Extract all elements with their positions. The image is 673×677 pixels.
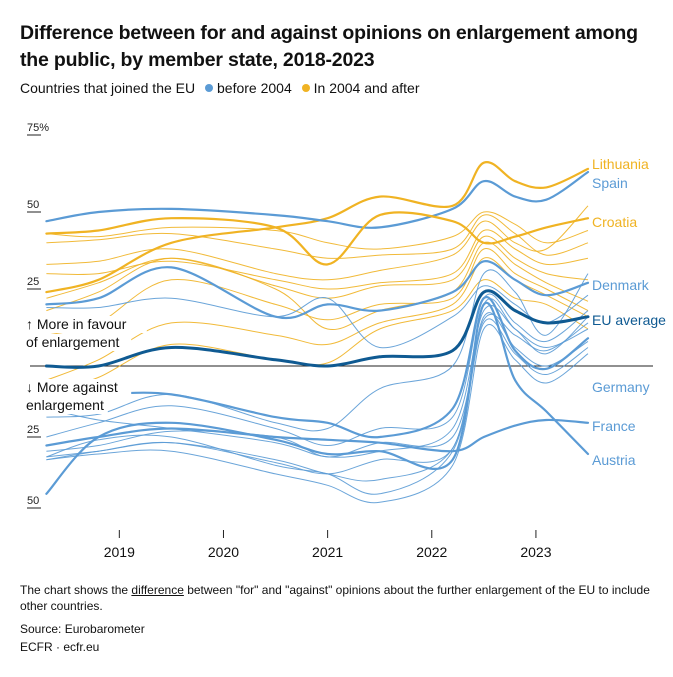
series-label-austria: Austria [592,452,636,468]
series-label-france: France [592,418,636,434]
x-tick-label: 2020 [208,544,239,560]
annotation-against-backdrop [22,379,132,396]
legend-dot-before-2004 [205,84,213,92]
series-line-after [46,205,589,281]
legend-label-before-2004: before 2004 [217,80,292,96]
series-label-eu-average: EU average [592,312,666,328]
series-line-after [46,241,589,330]
annotation-against-line: enlargement [26,397,104,413]
series-line-after [46,214,589,259]
credit-line: ECFR · ecfr.eu [20,640,100,654]
x-tick-label: 2023 [520,544,551,560]
series-line-before [46,269,589,432]
highlighted-series [44,161,590,495]
legend-label-2004-and-after: In 2004 and after [313,80,420,96]
annotation-favour-line: of enlargement [26,334,120,350]
legend-dot-2004-and-after [301,84,310,92]
series-end-labels: Lithuania Spain Croatia Denmark EU average Ge… [592,156,666,468]
series-line-eu-average [44,289,590,369]
series-line-after [46,248,589,336]
annotation-against-backdrop [22,397,108,414]
series-line-croatia [45,211,590,266]
series-label-germany: Germany [592,379,650,395]
series-line-before [46,285,589,349]
subtitle-prefix: Countries that joined the EU [20,80,196,96]
annotation-favour-line: ↑ More in favour [26,316,127,332]
series-line-france [45,418,590,453]
x-tick-label: 2019 [104,544,135,560]
series-line-after [46,235,589,299]
footnote-text-before: The chart shows the [20,583,132,597]
x-tick-label: 2021 [312,544,343,560]
annotation-against-line: ↓ More against [26,379,118,395]
line-chart: 75% 50 25 25 50 2019 2020 2021 2022 2023 Lithuan… [22,122,666,560]
y-tick-label: 75% [27,122,49,134]
footnote-text-after: between "for" and "against" opinions abo… [20,583,650,613]
y-tick-label: 25 [27,424,39,436]
y-tick-label: 25 [27,276,39,288]
annotations: ↑ More in favour of enlargement ↓ More aga… [22,316,147,414]
series-line-denmark [45,260,590,320]
series-line-before [46,293,589,447]
annotation-favour-backdrop [22,316,147,333]
series-line-spain [45,170,590,229]
source-line: Source: Eurobarometer [20,622,145,636]
series-label-spain: Spain [592,175,628,191]
x-tick-label: 2022 [416,544,447,560]
series-line-austria [45,301,590,495]
chart-footnote: The chart shows the difference between "… [20,582,660,614]
y-tick-label: 50 [27,199,39,211]
series-line-before [46,324,589,504]
series-line-before [46,318,589,495]
y-tick-label: 50 [27,495,39,507]
annotation-favour-backdrop [22,334,132,351]
series-line-germany [45,295,590,439]
series-label-lithuania: Lithuania [592,156,649,172]
chart-subtitle: Countries that joined the EU before 2004… [20,80,420,96]
series-line-lithuania [45,161,590,294]
x-axis: 2019 2020 2021 2022 2023 [104,530,552,560]
series-line-after [46,211,589,250]
series-label-denmark: Denmark [592,277,650,293]
footnote-underlined: difference [131,583,184,597]
y-axis: 75% 50 25 25 50 [27,122,49,509]
chart-title: Difference between for and against opini… [20,22,638,71]
series-label-croatia: Croatia [592,214,637,230]
series-line-before [46,312,589,482]
